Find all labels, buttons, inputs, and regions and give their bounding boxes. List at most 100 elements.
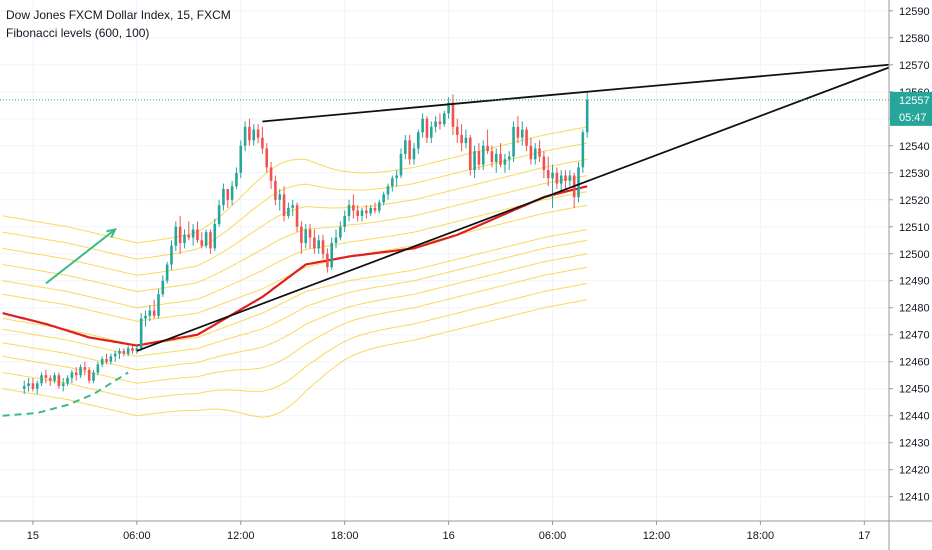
candle-body (395, 175, 398, 179)
time-tick-label: 18:00 (331, 530, 359, 542)
candle-body (27, 383, 30, 387)
candle (252, 124, 256, 146)
candle (126, 345, 130, 357)
time-tick-label: 12:00 (643, 530, 671, 542)
candle (291, 199, 295, 216)
candle-body (48, 377, 52, 381)
candle-body (256, 129, 260, 138)
candle-body (113, 353, 117, 357)
candle-body (399, 153, 403, 176)
candle (274, 175, 277, 206)
price-tick-label: 12420 (899, 465, 930, 477)
candle (473, 145, 476, 179)
candle-body (31, 383, 35, 389)
candle-body (300, 226, 303, 243)
candle (334, 229, 338, 249)
candle-body (304, 229, 308, 243)
time-tick-label: 15 (27, 530, 39, 542)
fib-level-line (2, 299, 588, 418)
candle (209, 229, 212, 254)
candle (183, 229, 186, 249)
candle-body (373, 207, 377, 211)
candle (300, 221, 303, 254)
candle (109, 353, 113, 365)
candle-body (468, 137, 472, 171)
candle (507, 151, 511, 171)
candle (204, 229, 208, 249)
candle-body (460, 134, 463, 144)
candle-body (87, 369, 91, 381)
candle (40, 372, 43, 387)
candle (61, 377, 65, 392)
candle (222, 183, 225, 211)
candle (572, 172, 576, 208)
candle (417, 129, 420, 154)
fib-level-line (2, 126, 588, 244)
candle-body (559, 175, 563, 184)
candle-body (239, 145, 243, 173)
time-tick-label: 17 (858, 530, 870, 542)
candle-body (135, 348, 139, 351)
candle (585, 91, 589, 138)
candle-body (57, 375, 61, 387)
candle-body (230, 186, 234, 200)
candle (352, 194, 355, 219)
candle (551, 164, 554, 208)
candle (243, 121, 247, 152)
candle-body (317, 240, 321, 249)
candle (66, 375, 69, 387)
candle-body (313, 237, 316, 249)
candle (287, 202, 290, 219)
candle (512, 121, 515, 162)
chart-legend: Dow Jones FXCM Dollar Index, 15, FXCM Fi… (6, 6, 231, 42)
candle (304, 224, 308, 249)
candle-body (222, 188, 225, 206)
candle (200, 232, 204, 249)
candle-body (265, 148, 269, 168)
candle (330, 237, 333, 270)
candle-body (369, 207, 372, 214)
candle (421, 113, 424, 138)
candle (148, 305, 152, 322)
candle-body (555, 172, 559, 184)
candle (152, 299, 156, 319)
fib-level-line (2, 282, 588, 401)
candle-body (347, 205, 351, 216)
candle-body (429, 126, 433, 138)
candle (70, 369, 74, 384)
price-axis (889, 0, 932, 550)
fib-level-line (2, 239, 588, 357)
fib-level-line (2, 253, 588, 371)
fib-level-line (2, 175, 588, 293)
candle (135, 345, 139, 354)
candle-body (61, 383, 65, 387)
candle-body (382, 194, 385, 203)
candle (468, 134, 472, 176)
fib-level-line (2, 266, 588, 384)
candle-body (330, 242, 333, 268)
candle-body (499, 153, 502, 165)
candle-body (542, 156, 546, 171)
candle (455, 118, 459, 144)
candle-body (339, 226, 342, 238)
candle (555, 167, 559, 189)
indicator-label[interactable]: Fibonacci levels (600, 100) (6, 26, 150, 40)
candle-body (334, 237, 338, 243)
candle (460, 124, 463, 152)
fib-level-line (2, 204, 588, 322)
trend-line (526, 63, 890, 99)
candle (22, 380, 26, 395)
trend-line (262, 96, 527, 123)
current-price-badge-bg (890, 91, 932, 126)
candle-body (200, 240, 204, 246)
candle (386, 183, 390, 200)
candle (79, 364, 82, 378)
candle-body (356, 210, 359, 216)
candle (564, 170, 567, 189)
price-tick-label: 12470 (899, 330, 930, 342)
candle-body (481, 145, 485, 165)
candle-body (126, 348, 130, 354)
candle-body (421, 118, 424, 133)
candle-body (291, 205, 295, 208)
